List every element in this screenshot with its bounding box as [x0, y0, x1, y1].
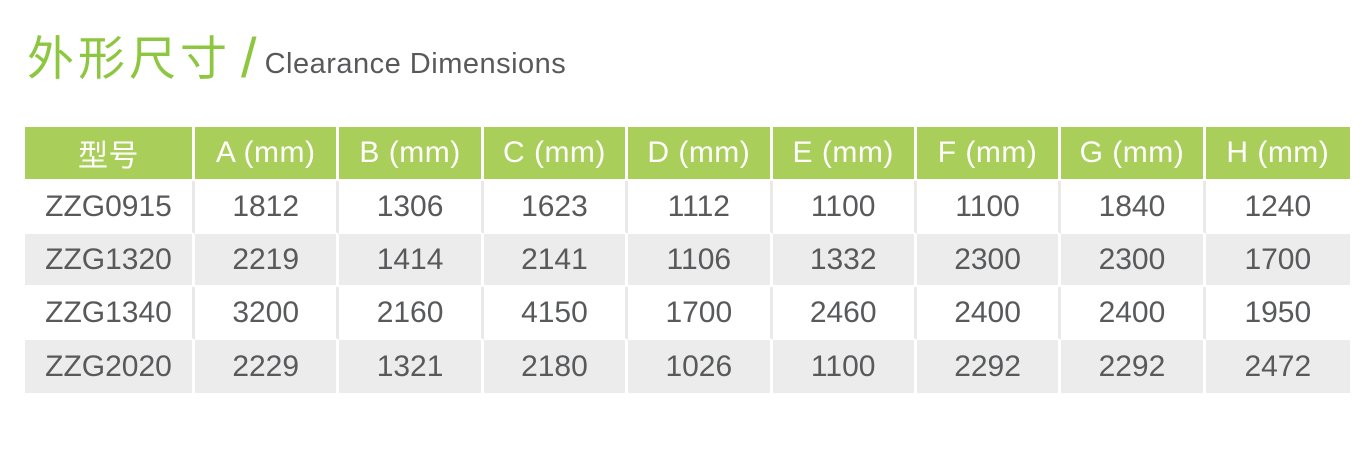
value-cell: 1026 — [628, 340, 773, 393]
header-cell-model: 型号 — [25, 127, 195, 181]
header-cell-dimension: H (mm) — [1205, 127, 1350, 181]
table-header-row: 型号 A (mm) B (mm) C (mm) D (mm) E (mm) F (mm) G … — [25, 127, 1350, 181]
value-cell: 1112 — [628, 181, 773, 234]
value-cell: 1240 — [1205, 181, 1350, 234]
table-row: ZZG2020 2229 1321 2180 1026 1100 2292 2292 2472 — [25, 340, 1350, 393]
value-cell: 1623 — [483, 181, 629, 234]
value-cell: 4150 — [483, 287, 629, 340]
header-cell-dimension: B (mm) — [339, 127, 484, 181]
table-row: ZZG0915 1812 1306 1623 1112 1100 1100 1840 1240 — [25, 181, 1350, 234]
header-cell-dimension: D (mm) — [628, 127, 773, 181]
value-cell: 2292 — [916, 340, 1062, 393]
value-cell: 2300 — [916, 234, 1062, 287]
value-cell: 2219 — [195, 234, 340, 287]
value-cell: 2229 — [195, 340, 340, 393]
value-cell: 2300 — [1061, 234, 1206, 287]
value-cell: 2141 — [483, 234, 629, 287]
value-cell: 1106 — [628, 234, 773, 287]
value-cell: 1812 — [195, 181, 340, 234]
table-body: ZZG0915 1812 1306 1623 1112 1100 1100 1840 1240 Z… — [25, 181, 1350, 393]
value-cell: 1332 — [772, 234, 917, 287]
model-cell: ZZG1320 — [25, 234, 195, 287]
value-cell: 3200 — [195, 287, 340, 340]
value-cell: 1100 — [772, 340, 917, 393]
clearance-dimensions-table: 型号 A (mm) B (mm) C (mm) D (mm) E (mm) F (mm) G … — [25, 127, 1350, 393]
value-cell: 1700 — [628, 287, 773, 340]
header-cell-dimension: F (mm) — [916, 127, 1062, 181]
value-cell: 2400 — [1061, 287, 1206, 340]
value-cell: 2180 — [483, 340, 629, 393]
value-cell: 2472 — [1205, 340, 1350, 393]
header-cell-dimension: E (mm) — [772, 127, 917, 181]
model-cell: ZZG2020 — [25, 340, 195, 393]
section-title-en: Clearance Dimensions — [264, 48, 567, 80]
title-slash-divider: / — [241, 26, 257, 89]
header-cell-dimension: A (mm) — [195, 127, 340, 181]
header-cell-dimension: C (mm) — [483, 127, 629, 181]
section-title: 外形尺寸 / Clearance Dimensions — [27, 26, 567, 86]
model-cell: ZZG1340 — [25, 287, 195, 340]
header-cell-dimension: G (mm) — [1061, 127, 1206, 181]
section-title-zh: 外形尺寸 — [27, 32, 231, 85]
value-cell: 2460 — [772, 287, 917, 340]
value-cell: 1840 — [1061, 181, 1206, 234]
value-cell: 2400 — [916, 287, 1062, 340]
value-cell: 1100 — [916, 181, 1062, 234]
value-cell: 1950 — [1205, 287, 1350, 340]
value-cell: 2292 — [1061, 340, 1206, 393]
value-cell: 1321 — [339, 340, 484, 393]
value-cell: 1306 — [339, 181, 484, 234]
table-row: ZZG1340 3200 2160 4150 1700 2460 2400 2400 1950 — [25, 287, 1350, 340]
value-cell: 1100 — [772, 181, 917, 234]
table-row: ZZG1320 2219 1414 2141 1106 1332 2300 2300 1700 — [25, 234, 1350, 287]
value-cell: 2160 — [339, 287, 484, 340]
value-cell: 1700 — [1205, 234, 1350, 287]
value-cell: 1414 — [339, 234, 484, 287]
model-cell: ZZG0915 — [25, 181, 195, 234]
